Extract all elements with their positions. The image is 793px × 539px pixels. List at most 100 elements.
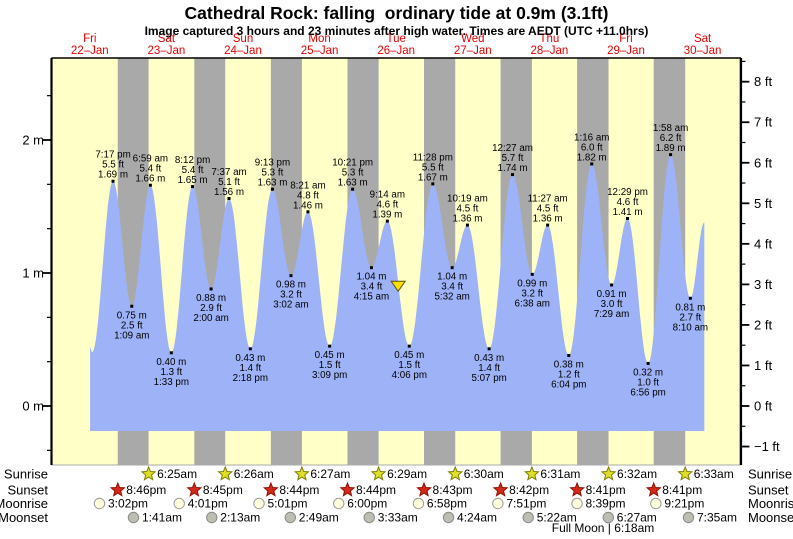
right-axis-label: 8 ft [754,74,772,89]
astro-event-time: 6:30am [464,467,504,481]
tide-extreme-dot [688,296,692,300]
astro-event-time: 2:13am [220,511,260,525]
high-tide-annotation: 1.65 m [178,175,208,186]
astro-event-time: 8:39pm [586,497,626,511]
high-tide-annotation: 1:16 am [574,132,609,143]
day-name-label: Sat [158,33,176,45]
low-tide-annotation: 1.3 ft [160,367,182,378]
astro-event-time: 4:01pm [188,497,228,511]
astro-event-time: 8:43pm [433,483,473,497]
astro-event-time: 6:29am [387,467,427,481]
left-axis-label: 0 m [22,399,44,414]
day-name-label: Tue [387,33,406,45]
astro-event-time: 6:26am [234,467,274,481]
moonrise-icon [173,497,185,510]
astro-event-time: 2:49am [299,511,339,525]
day-date-label: 23–Jan [148,45,186,57]
moonset-icon [442,511,455,524]
low-tide-annotation: 3.4 ft [441,282,463,293]
day-date-label: 25–Jan [301,45,339,57]
astro-row-label-left: Sunset [8,483,49,498]
astro-event-time: 7:51pm [506,497,546,511]
astro-event-time: 8:41pm [662,483,702,497]
tide-extreme-dot [530,272,534,276]
moonset-icon [682,511,695,524]
tide-extreme-dot [169,351,173,355]
left-axis-label: 2 m [22,133,44,148]
high-tide-annotation: 7:37 am [211,167,246,178]
tide-extreme-dot [590,162,594,166]
day-date-label: 24–Jan [224,45,262,57]
astro-event-time: 6:58pm [427,497,467,511]
day-name-label: Fri [619,33,632,45]
astro-event-time: 8:44pm [279,483,319,497]
day-name-label: Fri [83,33,96,45]
day-date-label: 29–Jan [607,45,645,57]
high-tide-annotation: 1.63 m [338,178,368,189]
day-name-label: Sun [233,33,253,45]
tide-extreme-dot [191,185,195,189]
low-tide-annotation: 0.88 m [196,293,226,304]
tide-extreme-dot [546,223,550,227]
right-axis-label: 1 ft [754,358,772,373]
tide-extreme-dot [369,266,373,270]
tide-curve [90,154,705,431]
moonset-icon [363,511,375,524]
moonset-icon [522,511,534,524]
sunset-icon [569,481,586,497]
tide-extreme-dot [567,353,571,357]
tide-extreme-dot [227,197,231,201]
day-date-label: 27–Jan [454,45,492,57]
low-tide-annotation: 8:10 am [673,322,708,333]
astro-event-time: 8:41pm [586,483,626,497]
moonrise-icon [492,497,504,510]
astro-event-time: 1:41am [142,511,182,525]
sunset-icon [416,481,432,497]
high-tide-annotation: 1.89 m [656,143,686,154]
right-axis-label: 2 ft [754,317,772,332]
moonrise-icon [333,497,345,510]
tide-extreme-dot [669,153,673,157]
astro-event-time: 8:45pm [203,483,243,497]
low-tide-annotation: 1:09 am [114,330,149,341]
high-tide-annotation: 1.36 m [452,214,482,225]
page-subtitle: Image captured 3 hours and 23 minutes af… [144,24,649,38]
high-tide-annotation: 1.66 m [135,174,165,185]
low-tide-annotation: 3:09 pm [312,370,347,381]
right-axis-label: 4 ft [754,236,772,251]
high-tide-annotation: 6.0 ft [581,142,603,153]
low-tide-annotation: 6:56 pm [630,387,665,398]
low-tide-annotation: 2:00 am [193,313,228,324]
astro-event-time: 5:22am [537,511,577,525]
high-tide-annotation: 10:21 pm [332,158,373,169]
tide-extreme-dot [626,216,630,220]
high-tide-annotation: 1.56 m [214,187,244,198]
high-tide-annotation: 4.6 ft [376,200,398,211]
high-tide-annotation: 4.6 ft [617,197,639,208]
high-tide-annotation: 1.74 m [498,163,528,174]
moonrise-icon [412,497,425,510]
astro-event-time: 6:27am [310,467,350,481]
high-tide-annotation: 5.1 ft [218,177,240,188]
low-tide-annotation: 1.04 m [437,272,467,283]
high-tide-annotation: 7:17 pm [95,150,130,161]
moonset-icon [284,511,296,524]
sunset-icon [645,481,662,497]
high-tide-annotation: 10:19 am [447,194,488,205]
low-tide-annotation: 1.5 ft [398,360,420,371]
tide-extreme-dot [328,344,332,348]
high-tide-annotation: 5.4 ft [182,165,204,176]
low-tide-annotation: 3.0 ft [601,299,623,310]
low-tide-annotation: 0.43 m [474,353,504,364]
low-tide-annotation: 3.2 ft [521,288,543,299]
right-axis-label: 5 ft [754,196,772,211]
high-tide-annotation: 1:58 am [653,123,688,134]
astro-row-label-right: Moonset [748,510,793,525]
low-tide-annotation: 1.0 ft [637,377,659,388]
astro-row-label-left: Moonrise [0,496,48,511]
high-tide-annotation: 4.8 ft [297,190,319,201]
astro-event-time: 6:33am [694,467,734,481]
astro-event-time: 4:24am [457,511,497,525]
page-title: Cathedral Rock: falling ordinary tide at… [184,3,609,23]
sunset-icon [339,481,356,497]
